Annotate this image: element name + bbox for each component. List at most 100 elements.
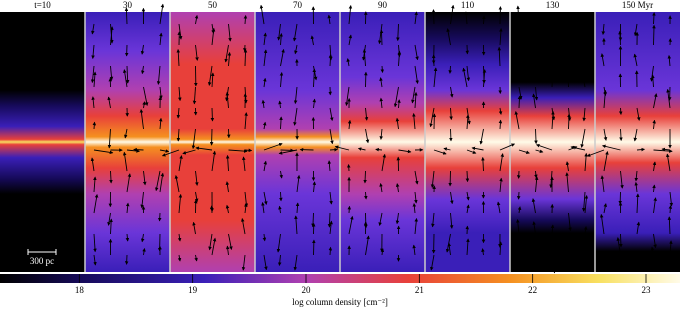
field-arrow (633, 128, 638, 142)
field-arrow (652, 12, 656, 25)
field-arrow (517, 95, 522, 109)
field-arrow (278, 205, 282, 214)
field-arrow (535, 149, 544, 153)
field-arrow (653, 233, 657, 249)
field-arrow (636, 221, 641, 235)
field-arrow (549, 15, 553, 25)
field-arrow (448, 65, 452, 74)
field-arrow (195, 44, 199, 61)
field-arrow (466, 204, 470, 214)
field-arrow (634, 181, 638, 193)
field-arrow (412, 244, 416, 256)
field-arrow (565, 172, 569, 193)
field-arrow (517, 206, 522, 214)
field-arrow (582, 235, 587, 256)
field-arrow (516, 219, 520, 235)
field-arrow (379, 77, 383, 88)
field-arrow (430, 254, 435, 271)
field-arrow (414, 217, 419, 235)
field-arrow (636, 107, 641, 121)
field-arrow (534, 128, 538, 145)
density-map (255, 12, 340, 272)
field-arrow (263, 160, 268, 172)
field-arrow (380, 248, 385, 256)
field-arrow (280, 48, 285, 67)
field-arrow (182, 149, 196, 155)
field-arrow (158, 117, 163, 130)
field-arrow (225, 245, 230, 256)
field-arrow (159, 3, 165, 25)
field-arrow (194, 254, 198, 262)
field-arrow (449, 86, 454, 98)
field-arrow (532, 221, 536, 235)
colorbar-tick-label: 22 (528, 285, 537, 295)
field-arrow (357, 147, 366, 151)
field-arrow (667, 216, 672, 235)
field-arrow (348, 34, 353, 46)
field-arrow (312, 181, 317, 193)
field-arrow (551, 254, 556, 274)
field-arrow (397, 99, 401, 109)
field-arrow (669, 191, 674, 207)
field-arrow (294, 215, 298, 235)
field-arrow (661, 147, 671, 152)
field-arrow (431, 212, 435, 228)
field-arrow (551, 29, 556, 46)
field-arrow (550, 76, 555, 88)
field-arrow (443, 147, 451, 151)
field-arrow (634, 170, 639, 182)
density-map (170, 12, 255, 272)
field-arrow (261, 99, 266, 109)
field-arrow (177, 254, 182, 262)
field-arrow (516, 59, 521, 67)
panels (0, 12, 680, 272)
panel-label: 150 Myr (622, 0, 653, 10)
field-arrow (395, 212, 400, 225)
field-arrow (499, 153, 505, 172)
field-arrow (466, 65, 471, 82)
field-arrow (652, 24, 656, 46)
field-arrow (481, 156, 485, 172)
field-arrow (211, 150, 217, 172)
field-arrow (279, 33, 283, 46)
field-arrow (228, 233, 233, 251)
field-arrow (143, 86, 149, 107)
field-arrow (603, 151, 609, 172)
field-arrow (279, 191, 283, 202)
field-arrow (276, 233, 281, 253)
field-arrow (225, 154, 230, 172)
field-arrow (414, 170, 419, 185)
field-arrow (154, 170, 161, 192)
field-arrow (412, 113, 416, 130)
field-arrow (293, 254, 298, 271)
field-arrow (328, 53, 333, 67)
field-arrow (430, 170, 435, 188)
field-arrow (652, 119, 656, 130)
field-arrow (603, 203, 608, 214)
field-arrow (133, 147, 144, 152)
field-arrow (225, 181, 230, 193)
field-arrow (241, 156, 246, 172)
field-arrow (619, 128, 623, 141)
field-arrow (210, 72, 215, 88)
field-arrow (365, 128, 370, 144)
field-arrow (518, 149, 530, 154)
field-arrow (192, 221, 196, 235)
field-arrow (620, 170, 624, 189)
field-arrow (93, 193, 99, 214)
field-arrow (159, 172, 165, 193)
field-arrow (551, 110, 555, 130)
panel-label: 130 (546, 0, 560, 10)
field-arrow (466, 191, 470, 201)
field-arrow (515, 254, 520, 271)
field-arrow (479, 128, 484, 145)
field-arrow (498, 241, 503, 256)
field-arrow (262, 233, 267, 242)
field-arrow (652, 161, 657, 172)
field-arrow (431, 9, 436, 25)
vector-field (90, 3, 674, 274)
field-arrow (395, 117, 400, 130)
field-arrow (279, 72, 284, 88)
field-arrow (650, 246, 655, 256)
field-arrow (126, 173, 132, 193)
